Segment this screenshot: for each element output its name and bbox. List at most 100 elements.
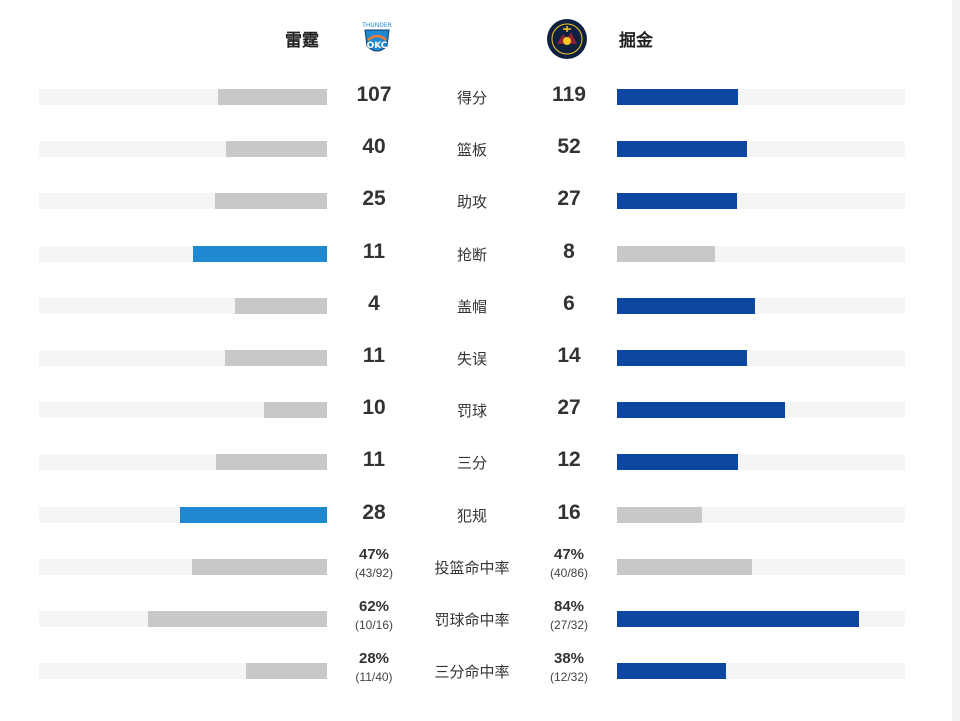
- home-team-name: 雷霆: [285, 31, 319, 51]
- left-bar-fill: [226, 141, 327, 158]
- right-bar-fill: [617, 245, 715, 262]
- right-bar-track: [617, 245, 905, 262]
- away-stat-value: 52: [557, 135, 581, 159]
- right-bar-fill: [617, 611, 859, 627]
- right-bar-track: [617, 454, 905, 471]
- stat-label: 篮板: [456, 141, 487, 160]
- right-bar-fill: [617, 558, 752, 575]
- stat-row: 11 三分 12: [0, 436, 944, 488]
- stat-label: 抢断: [456, 245, 487, 264]
- right-bar-track: [617, 663, 905, 680]
- away-stat-value: 14: [557, 344, 581, 367]
- right-bar-fill: [617, 89, 738, 105]
- right-bar-track: [617, 297, 905, 314]
- left-bar-track: [39, 350, 327, 366]
- stat-row: 4 盖帽 6: [0, 280, 944, 332]
- left-bar-fill: [216, 454, 327, 471]
- home-stat-value: 4: [368, 291, 380, 315]
- right-bar-track: [617, 193, 905, 210]
- left-bar-track: [39, 245, 327, 262]
- stat-row: 11 抢断 8: [0, 228, 944, 280]
- right-bar-track: [617, 350, 905, 366]
- left-bar-track: [39, 506, 327, 523]
- home-percentage: 28% (11/40): [334, 649, 414, 685]
- nuggets-logo-icon: [547, 19, 587, 59]
- home-pct-detail: (43/92): [354, 565, 394, 580]
- left-bar-track: [39, 193, 327, 210]
- teams-header: 雷霆 THUNDER OKC 掘金: [0, 14, 944, 64]
- right-bar-fill: [617, 506, 702, 523]
- left-bar-fill: [180, 506, 327, 523]
- percentage-label: 三分命中率: [434, 663, 510, 682]
- left-bar-fill: [148, 611, 327, 627]
- right-bar-fill: [617, 350, 747, 366]
- away-stat-value: 8: [563, 239, 575, 263]
- away-pct-value: 38%: [553, 650, 585, 668]
- stat-label: 得分: [456, 89, 487, 107]
- left-bar-track: [39, 89, 327, 105]
- stat-row: 28 犯规 16: [0, 489, 944, 541]
- home-percentage: 47% (43/92): [334, 545, 414, 581]
- percentage-row: 28% (11/40) 三分命中率 38% (12/32): [0, 645, 944, 697]
- left-bar-fill: [246, 663, 327, 680]
- percentage-label: 投篮命中率: [434, 558, 510, 577]
- thunder-logo-icon: THUNDER OKC: [361, 22, 392, 52]
- left-bar-track: [39, 663, 327, 680]
- stat-row: 40 篮板 52: [0, 123, 944, 175]
- left-bar-track: [39, 141, 327, 158]
- right-edge-divider: [952, 0, 960, 721]
- away-stat-value: 27: [557, 396, 581, 420]
- away-stat-value: 119: [552, 83, 586, 106]
- home-stat-value: 11: [362, 448, 386, 472]
- home-stat-value: 40: [362, 135, 386, 159]
- left-bar-track: [39, 402, 327, 419]
- stat-label: 助攻: [456, 193, 487, 212]
- right-bar-fill: [617, 141, 747, 158]
- percentage-row: 47% (43/92) 投篮命中率 47% (40/86): [0, 541, 944, 593]
- away-percentage: 47% (40/86): [529, 545, 609, 581]
- stat-row: 10 罚球 27: [0, 384, 944, 436]
- home-pct-value: 28%: [358, 650, 390, 668]
- stat-label: 三分: [456, 454, 487, 473]
- home-pct-value: 47%: [358, 545, 390, 563]
- right-bar-track: [617, 89, 905, 105]
- home-pct-detail: (11/40): [355, 670, 393, 685]
- right-bar-fill: [617, 402, 785, 419]
- away-pct-detail: (27/32): [549, 618, 589, 632]
- right-bar-track: [617, 141, 905, 158]
- stat-row: 25 助攻 27: [0, 175, 944, 227]
- svg-text:OKC: OKC: [367, 41, 388, 51]
- left-bar-track: [39, 297, 327, 314]
- away-percentage: 38% (12/32): [529, 649, 609, 685]
- away-pct-value: 84%: [553, 598, 585, 615]
- right-bar-fill: [617, 297, 755, 314]
- left-bar-fill: [215, 193, 327, 210]
- away-stat-value: 12: [557, 448, 581, 472]
- right-bar-track: [617, 506, 905, 523]
- stat-label: 犯规: [456, 506, 487, 525]
- home-stat-value: 11: [362, 344, 386, 367]
- left-bar-fill: [218, 89, 327, 105]
- right-bar-track: [617, 402, 905, 419]
- percentage-label: 罚球命中率: [434, 611, 510, 629]
- right-bar-fill: [617, 663, 726, 680]
- right-bar-fill: [617, 454, 738, 471]
- percentage-row: 62% (10/16) 罚球命中率 84% (27/32): [0, 593, 944, 645]
- home-percentage: 62% (10/16): [334, 597, 414, 633]
- left-bar-fill: [264, 402, 327, 419]
- left-bar-fill: [225, 350, 327, 366]
- left-bar-track: [39, 611, 327, 627]
- left-bar-fill: [192, 558, 327, 575]
- right-bar-track: [617, 611, 905, 627]
- away-stat-value: 16: [557, 500, 581, 524]
- home-stat-value: 28: [362, 500, 386, 524]
- home-pct-value: 62%: [358, 598, 390, 615]
- away-stat-value: 27: [557, 187, 581, 211]
- away-stat-value: 6: [563, 291, 575, 315]
- home-stat-value: 11: [362, 239, 386, 263]
- stat-label: 罚球: [456, 402, 487, 421]
- away-pct-detail: (40/86): [549, 565, 589, 580]
- right-bar-track: [617, 558, 905, 575]
- away-percentage: 84% (27/32): [529, 597, 609, 633]
- stat-label: 失误: [456, 350, 487, 368]
